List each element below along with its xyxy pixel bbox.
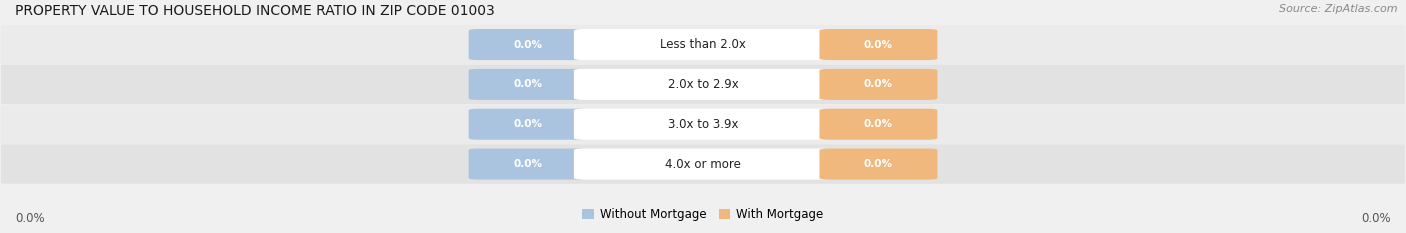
FancyBboxPatch shape xyxy=(574,29,832,60)
FancyBboxPatch shape xyxy=(820,109,938,140)
Text: 3.0x to 3.9x: 3.0x to 3.9x xyxy=(668,118,738,131)
FancyBboxPatch shape xyxy=(574,109,832,140)
Text: 0.0%: 0.0% xyxy=(863,40,893,50)
FancyBboxPatch shape xyxy=(820,148,938,180)
Text: 0.0%: 0.0% xyxy=(513,159,543,169)
FancyBboxPatch shape xyxy=(820,29,938,60)
Text: Less than 2.0x: Less than 2.0x xyxy=(659,38,747,51)
FancyBboxPatch shape xyxy=(820,69,938,100)
FancyBboxPatch shape xyxy=(574,69,832,100)
FancyBboxPatch shape xyxy=(0,25,1406,64)
Text: 0.0%: 0.0% xyxy=(513,119,543,129)
FancyBboxPatch shape xyxy=(468,148,586,180)
Legend: Without Mortgage, With Mortgage: Without Mortgage, With Mortgage xyxy=(578,203,828,226)
FancyBboxPatch shape xyxy=(468,29,586,60)
Text: 0.0%: 0.0% xyxy=(863,79,893,89)
Text: 0.0%: 0.0% xyxy=(513,79,543,89)
Text: 0.0%: 0.0% xyxy=(15,212,45,225)
Text: Source: ZipAtlas.com: Source: ZipAtlas.com xyxy=(1279,4,1398,14)
Text: 0.0%: 0.0% xyxy=(863,119,893,129)
Text: 0.0%: 0.0% xyxy=(513,40,543,50)
FancyBboxPatch shape xyxy=(574,148,832,180)
FancyBboxPatch shape xyxy=(0,144,1406,184)
FancyBboxPatch shape xyxy=(468,69,586,100)
Text: 4.0x or more: 4.0x or more xyxy=(665,158,741,171)
Text: 0.0%: 0.0% xyxy=(863,159,893,169)
FancyBboxPatch shape xyxy=(0,105,1406,144)
Text: 0.0%: 0.0% xyxy=(1361,212,1391,225)
Text: 2.0x to 2.9x: 2.0x to 2.9x xyxy=(668,78,738,91)
FancyBboxPatch shape xyxy=(468,109,586,140)
FancyBboxPatch shape xyxy=(0,65,1406,104)
Text: PROPERTY VALUE TO HOUSEHOLD INCOME RATIO IN ZIP CODE 01003: PROPERTY VALUE TO HOUSEHOLD INCOME RATIO… xyxy=(15,4,495,18)
